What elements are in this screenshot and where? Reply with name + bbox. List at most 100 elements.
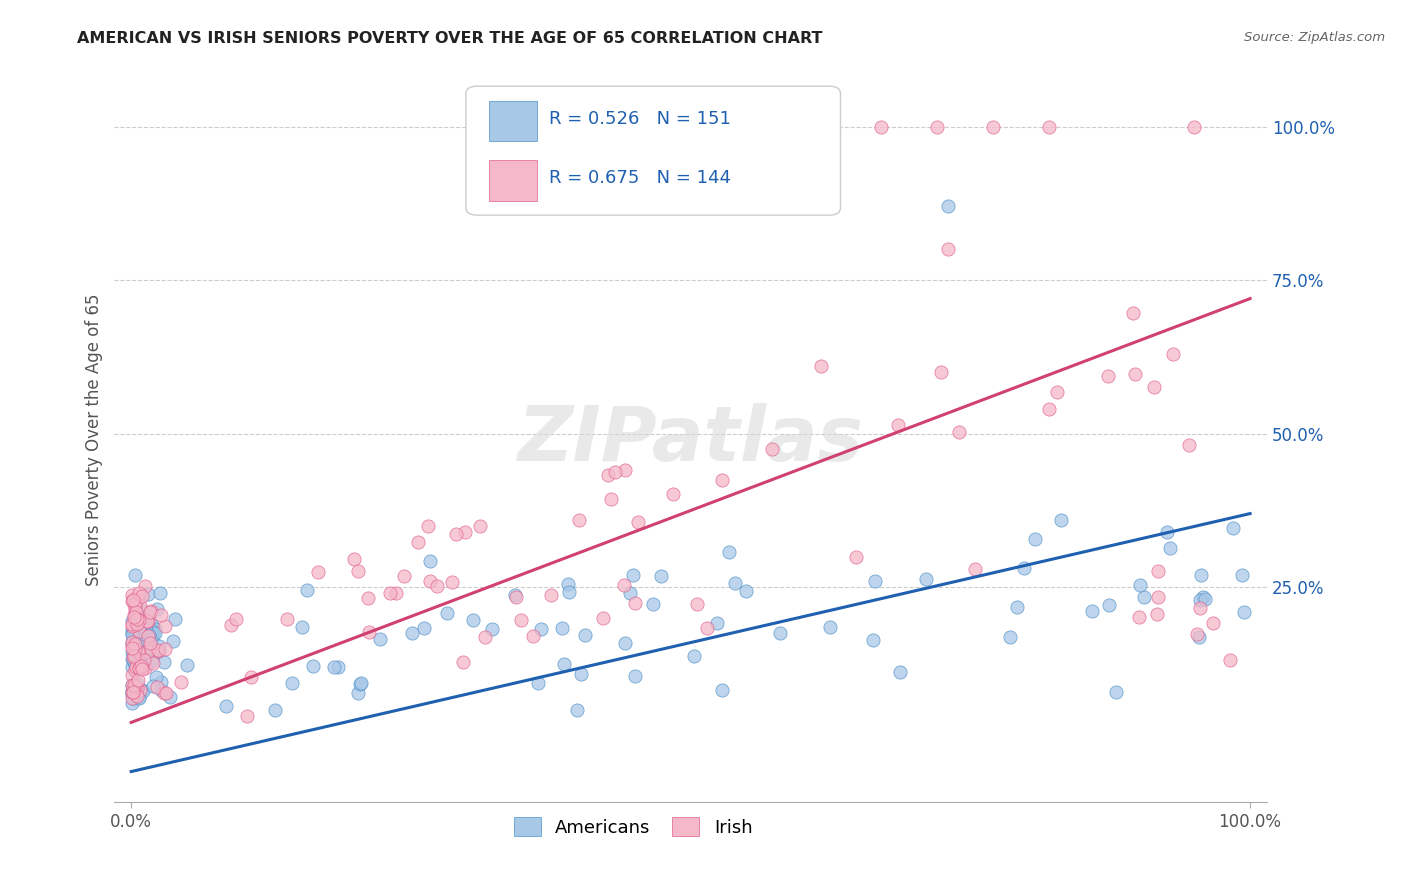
Point	[419, 554, 441, 568]
Point	[146, 643, 169, 657]
Point	[215, 699, 238, 714]
Point	[1129, 577, 1152, 591]
Point	[1177, 438, 1199, 452]
Point	[128, 624, 150, 638]
Point	[121, 652, 143, 666]
Point	[141, 656, 163, 670]
Point	[141, 679, 163, 693]
Point	[122, 649, 145, 664]
Point	[128, 646, 150, 660]
Point	[929, 365, 952, 379]
Point	[124, 679, 146, 693]
Point	[121, 640, 143, 655]
Point	[139, 633, 162, 648]
Point	[1081, 604, 1104, 618]
Point	[159, 690, 181, 705]
Point	[136, 614, 159, 628]
Point	[124, 642, 146, 657]
Point	[136, 644, 159, 658]
Point	[176, 658, 198, 673]
Point	[605, 465, 627, 479]
Point	[696, 621, 718, 635]
Point	[131, 589, 153, 603]
Point	[557, 576, 579, 591]
Point	[596, 468, 619, 483]
Point	[436, 606, 458, 620]
Point	[768, 625, 790, 640]
Point	[936, 199, 959, 213]
Point	[592, 611, 614, 625]
Point	[470, 519, 492, 533]
Point	[136, 655, 159, 669]
Point	[131, 659, 153, 673]
Point	[122, 691, 145, 706]
Point	[706, 615, 728, 630]
FancyBboxPatch shape	[489, 160, 537, 201]
Point	[1182, 120, 1205, 134]
Point	[925, 120, 948, 134]
Point	[125, 618, 148, 632]
Point	[125, 648, 148, 663]
Point	[683, 648, 706, 663]
Point	[915, 572, 938, 586]
Point	[530, 622, 553, 636]
Point	[134, 579, 156, 593]
Point	[451, 655, 474, 669]
Point	[128, 613, 150, 627]
Point	[136, 614, 159, 628]
Point	[139, 605, 162, 619]
Point	[124, 632, 146, 646]
Point	[128, 691, 150, 706]
Point	[125, 659, 148, 673]
Point	[127, 673, 149, 688]
Point	[661, 487, 683, 501]
Point	[149, 586, 172, 600]
Point	[135, 636, 157, 650]
Point	[1098, 598, 1121, 612]
Point	[121, 616, 143, 631]
Legend: Americans, Irish: Americans, Irish	[506, 810, 759, 844]
Point	[149, 674, 172, 689]
Point	[121, 677, 143, 691]
Point	[131, 604, 153, 618]
Point	[1143, 379, 1166, 393]
Point	[553, 657, 575, 672]
Point	[326, 660, 349, 674]
Point	[1194, 592, 1216, 607]
Point	[127, 628, 149, 642]
Point	[124, 599, 146, 614]
Point	[1038, 120, 1060, 134]
Point	[948, 425, 970, 440]
Point	[1188, 593, 1211, 607]
Point	[149, 682, 172, 697]
Point	[141, 654, 163, 668]
Point	[650, 568, 672, 582]
Point	[122, 678, 145, 692]
Point	[122, 618, 145, 632]
Point	[357, 591, 380, 605]
Point	[125, 614, 148, 628]
Text: Source: ZipAtlas.com: Source: ZipAtlas.com	[1244, 31, 1385, 45]
Point	[128, 613, 150, 627]
Point	[146, 643, 169, 657]
Point	[463, 613, 485, 627]
Point	[138, 628, 160, 642]
Point	[1097, 368, 1119, 383]
Point	[128, 585, 150, 599]
Point	[122, 653, 145, 667]
FancyBboxPatch shape	[465, 87, 841, 215]
Point	[886, 418, 908, 433]
Point	[643, 597, 665, 611]
Point	[792, 120, 814, 134]
Point	[406, 534, 429, 549]
Point	[121, 690, 143, 705]
Point	[122, 684, 145, 698]
Point	[385, 586, 408, 600]
Point	[124, 616, 146, 631]
Point	[121, 626, 143, 640]
Point	[761, 442, 783, 456]
Point	[121, 588, 143, 602]
Point	[1024, 532, 1046, 546]
Text: R = 0.675   N = 144: R = 0.675 N = 144	[548, 169, 731, 187]
Point	[1189, 601, 1212, 615]
